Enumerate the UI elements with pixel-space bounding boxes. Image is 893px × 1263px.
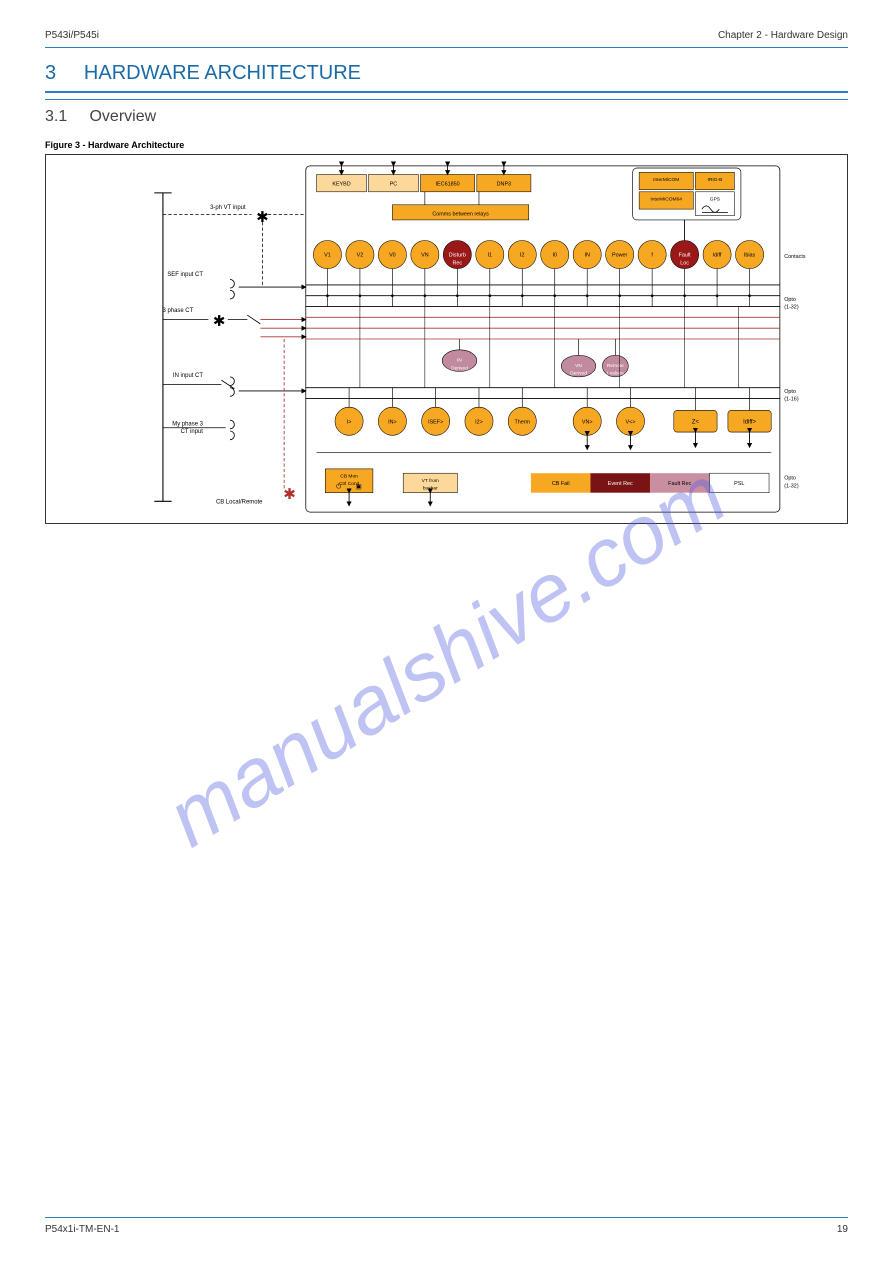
svg-text:Disturb: Disturb [449, 253, 466, 259]
svg-text:Fault Rec: Fault Rec [668, 481, 691, 487]
svg-text:VN: VN [421, 253, 429, 259]
svg-text:I2: I2 [520, 253, 525, 259]
svg-text:IN: IN [585, 253, 591, 259]
svg-text:VT from: VT from [422, 478, 439, 484]
svg-text:VN: VN [575, 363, 582, 369]
svg-text:✱: ✱ [213, 313, 226, 330]
svg-text:⏻: ⏻ [336, 483, 341, 490]
svg-text:Ibias: Ibias [744, 253, 756, 259]
svg-text:Rec: Rec [453, 260, 463, 266]
svg-text:PSL: PSL [734, 481, 744, 487]
svg-text:CB Mon: CB Mon [340, 474, 358, 480]
footer-right: 19 [837, 1224, 848, 1235]
svg-text:DNP3: DNP3 [497, 181, 511, 187]
svg-text:Opto: Opto [784, 389, 796, 395]
svg-text:I2>: I2> [475, 419, 483, 425]
svg-text:Z<: Z< [692, 419, 700, 425]
svg-text:V<>: V<> [626, 419, 636, 425]
diagram-svg: ✱ 3-ph VT input SEF input CT ✱ 3 phase CT IN … [46, 155, 847, 523]
svg-text:SEF input CT: SEF input CT [167, 272, 203, 278]
svg-text:Idiff>: Idiff> [743, 419, 756, 425]
svg-text:InterMiCOM64: InterMiCOM64 [650, 196, 682, 202]
svg-text:✱: ✱ [283, 486, 296, 503]
svg-text:VN>: VN> [582, 419, 593, 425]
svg-text:Event Rec: Event Rec [608, 481, 633, 487]
svg-text:Derived: Derived [451, 365, 468, 371]
svg-text:I1: I1 [488, 253, 493, 259]
architecture-diagram: ✱ 3-ph VT input SEF input CT ✱ 3 phase CT IN … [45, 154, 848, 524]
svg-text:V2: V2 [357, 253, 364, 259]
svg-text:▣: ▣ [356, 483, 362, 490]
svg-text:Loc: Loc [680, 260, 689, 266]
svg-text:GPS: GPS [710, 196, 721, 202]
svg-text:Contacts: Contacts [784, 254, 806, 260]
svg-text:CB Local/Remote: CB Local/Remote [216, 500, 263, 506]
svg-text:IN input CT: IN input CT [173, 373, 203, 379]
subsection-title: 3.1 Overview [45, 108, 848, 126]
svg-text:Idiff: Idiff [713, 253, 722, 259]
svg-text:busbar: busbar [423, 485, 438, 491]
svg-text:Opto: Opto [784, 476, 796, 482]
svg-text:ISEF>: ISEF> [428, 419, 443, 425]
svg-text:(1-32): (1-32) [784, 305, 799, 311]
svg-text:V1: V1 [324, 253, 331, 259]
footer-left: P54x1i-TM-EN-1 [45, 1224, 119, 1235]
svg-text:Comms between relays: Comms between relays [432, 212, 489, 218]
svg-text:3-ph VT input: 3-ph VT input [210, 205, 246, 211]
svg-text:CB Fail: CB Fail [552, 481, 570, 487]
svg-text:(1-16): (1-16) [784, 397, 799, 403]
header-left: P543i/P545i [45, 30, 99, 41]
svg-text:InterMiCOM: InterMiCOM [653, 177, 679, 183]
svg-text:Opto: Opto [784, 297, 796, 303]
svg-text:3 phase CT: 3 phase CT [163, 308, 194, 314]
svg-text:IEC61850: IEC61850 [436, 181, 460, 187]
svg-text:I values: I values [607, 371, 624, 377]
svg-text:IN: IN [457, 358, 462, 364]
svg-text:Derived: Derived [570, 371, 587, 377]
svg-text:Power: Power [612, 253, 628, 259]
svg-text:I0: I0 [552, 253, 557, 259]
svg-text:Therm: Therm [514, 419, 530, 425]
svg-text:IRIG-B: IRIG-B [707, 177, 722, 183]
svg-text:PC: PC [390, 181, 398, 187]
svg-text:Remote: Remote [607, 363, 624, 369]
svg-text:(1-32): (1-32) [784, 483, 799, 489]
svg-text:My phase 3: My phase 3 [172, 422, 203, 428]
header-right: Chapter 2 - Hardware Design [718, 30, 848, 41]
svg-text:I>: I> [347, 419, 352, 425]
svg-text:CT input: CT input [181, 429, 204, 435]
section-title: 3 HARDWARE ARCHITECTURE [45, 62, 848, 85]
figure-caption: Figure 3 - Hardware Architecture [45, 140, 848, 150]
svg-text:KEYBD: KEYBD [332, 181, 350, 187]
svg-text:V0: V0 [389, 253, 396, 259]
svg-text:IN>: IN> [388, 419, 397, 425]
svg-text:Fault: Fault [679, 253, 692, 259]
